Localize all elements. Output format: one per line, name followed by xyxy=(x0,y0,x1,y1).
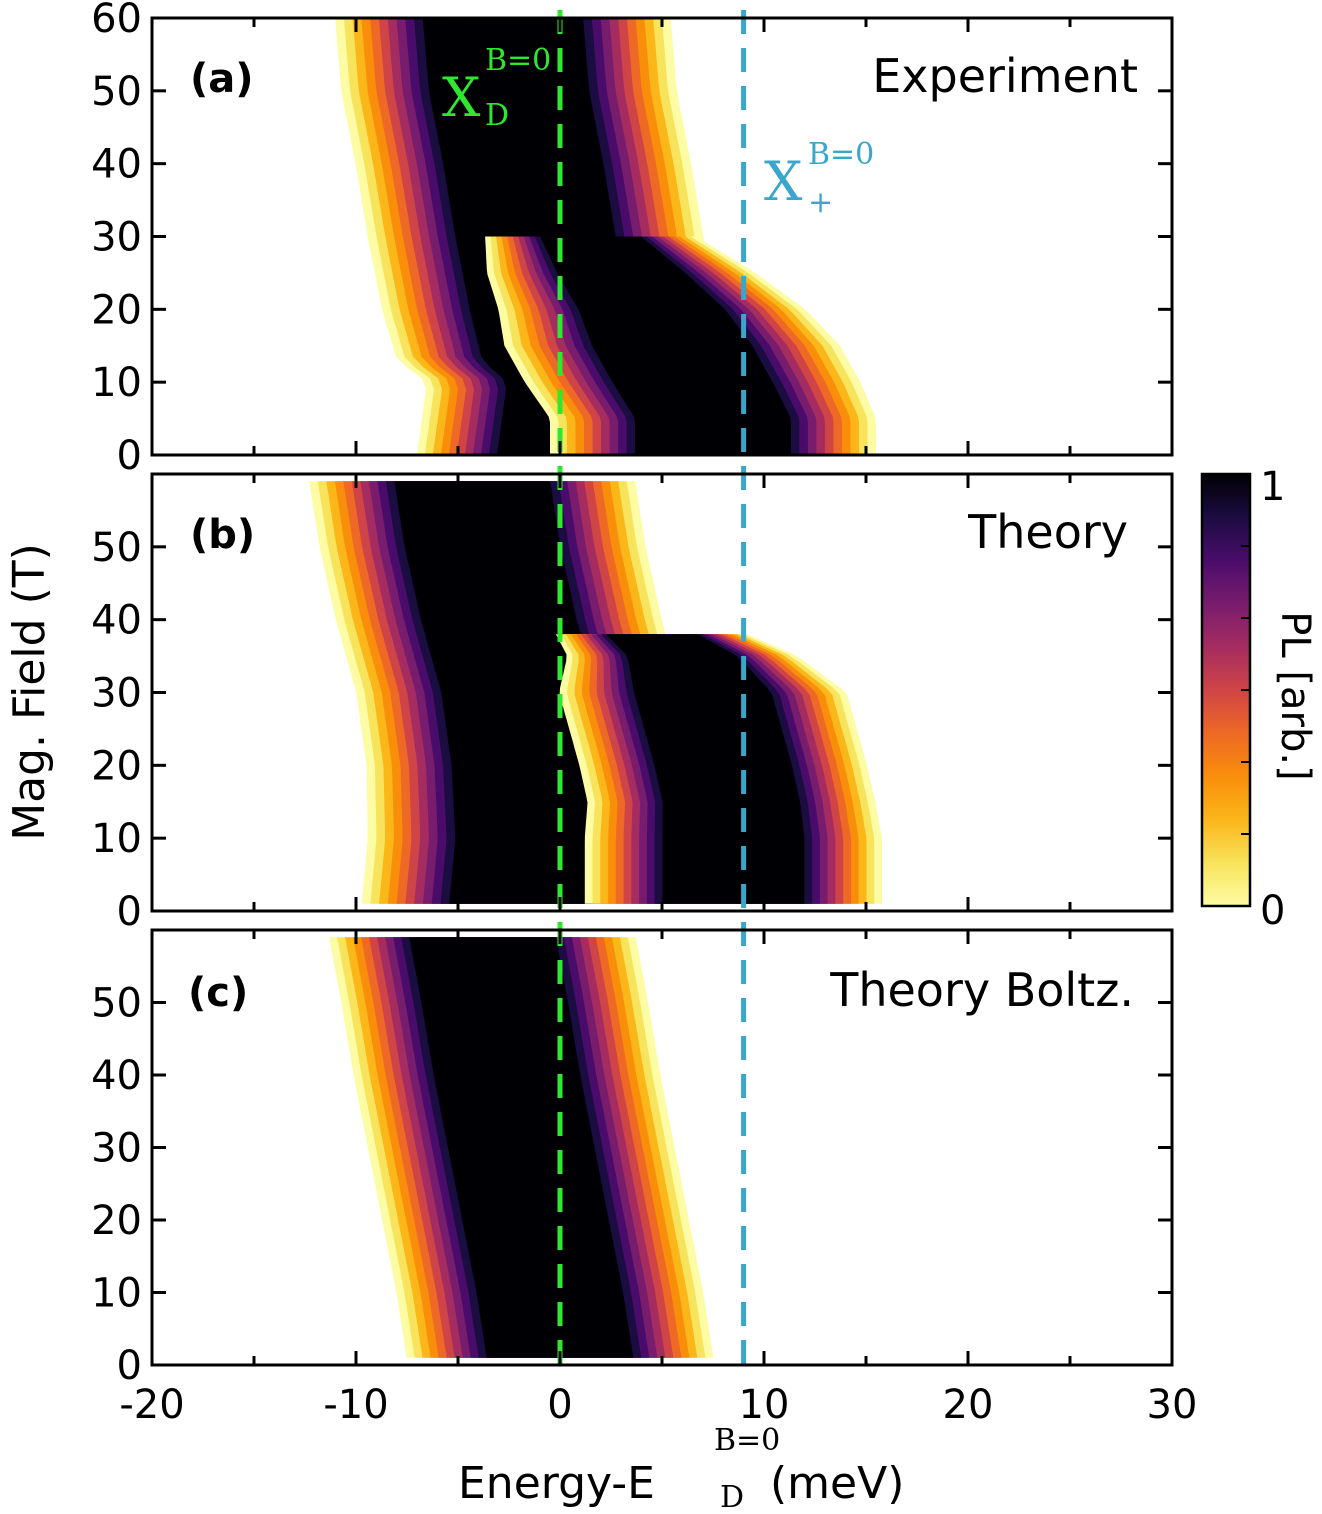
y-tick-label: 0 xyxy=(117,433,142,479)
heatmap-a xyxy=(335,18,876,455)
annotation-xd-main: X xyxy=(442,66,481,129)
panel-tag-c: (c) xyxy=(188,970,248,1016)
heatmap-band-X+-10 xyxy=(606,634,805,904)
y-tick-label: 0 xyxy=(117,1343,142,1389)
panel-tag-b: (b) xyxy=(190,512,255,558)
annotation-xplus: X B=0 + xyxy=(764,137,874,220)
y-tick-label: 20 xyxy=(91,743,142,789)
colorbar: 1 0 PL [arb.] xyxy=(1200,464,1318,934)
x-tick-label: 30 xyxy=(1147,1382,1198,1428)
ticks-a: 0 10 20 30 40 50 60 xyxy=(91,0,1174,479)
x-tick-label: 20 xyxy=(943,1382,994,1428)
panel-tag-a: (a) xyxy=(190,56,254,102)
y-axis-title: Mag. Field (T) xyxy=(4,543,55,841)
annotation-xd: X B=0 D xyxy=(442,43,551,133)
colorbar-min-label: 0 xyxy=(1260,888,1285,934)
heatmap-band-X+-10 xyxy=(540,236,791,455)
y-tick-label: 40 xyxy=(91,598,142,644)
y-tick-label: 10 xyxy=(91,1271,142,1317)
x-axis-title-sup: B=0 xyxy=(714,1423,780,1458)
annotation-xplus-sup: B=0 xyxy=(808,137,874,172)
colorbar-max-label: 1 xyxy=(1260,464,1285,510)
reference-lines-a xyxy=(557,10,747,467)
panel-title-b: Theory xyxy=(967,505,1128,559)
panel-title-c: Theory Boltz. xyxy=(829,963,1134,1017)
y-tick-label: 50 xyxy=(91,981,142,1027)
x-tick-label: 0 xyxy=(547,1382,572,1428)
annotation-xd-sup: B=0 xyxy=(485,43,551,78)
reference-lines-b xyxy=(557,466,747,923)
x-tick-labels: -20 -10 0 10 20 30 xyxy=(119,1382,1197,1428)
y-tick-label: 20 xyxy=(91,1198,142,1244)
x-tick-label: 10 xyxy=(739,1382,790,1428)
x-axis-title-sub: D xyxy=(720,1480,744,1514)
y-tick-label: 50 xyxy=(91,69,142,115)
x-tick-label: -10 xyxy=(323,1382,388,1428)
y-tick-label: 0 xyxy=(117,889,142,935)
y-tick-label: 40 xyxy=(91,142,142,188)
panel-title-a: Experiment xyxy=(872,49,1138,103)
x-axis-title-main: Energy-E xyxy=(458,1458,655,1509)
annotation-xplus-sub: + xyxy=(808,185,833,220)
ticks-c: 0 10 20 30 40 50 xyxy=(91,930,1174,1389)
panel-a: 0 10 20 30 40 50 60 (a) Experiment xyxy=(91,0,1174,479)
panel-c: 0 10 20 30 40 50 (c) Theory Boltz. xyxy=(91,922,1174,1389)
y-tick-label: 30 xyxy=(91,1126,142,1172)
ticks-b: 0 10 20 30 40 50 xyxy=(91,474,1174,935)
y-tick-label: 60 xyxy=(91,0,142,42)
x-axis-title-suffix: (meV) xyxy=(770,1458,904,1509)
y-tick-label: 30 xyxy=(91,671,142,717)
y-tick-label: 50 xyxy=(91,525,142,571)
panel-b: 0 10 20 30 40 50 (b) Theory xyxy=(91,466,1174,935)
y-tick-label: 10 xyxy=(91,816,142,862)
y-tick-label: 10 xyxy=(91,360,142,406)
annotation-xd-sub: D xyxy=(485,98,509,133)
heatmap-b xyxy=(309,481,882,904)
colorbar-title: PL [arb.] xyxy=(1272,611,1318,780)
y-tick-label: 20 xyxy=(91,287,142,333)
y-tick-label: 40 xyxy=(91,1053,142,1099)
heatmap-c xyxy=(329,937,714,1358)
x-axis-title: Energy-E D B=0 (meV) xyxy=(458,1423,904,1514)
x-tick-label: -20 xyxy=(119,1382,184,1428)
annotation-xplus-main: X xyxy=(764,150,803,213)
heatmap-band-XD-10 xyxy=(409,937,634,1358)
y-tick-label: 30 xyxy=(91,215,142,261)
